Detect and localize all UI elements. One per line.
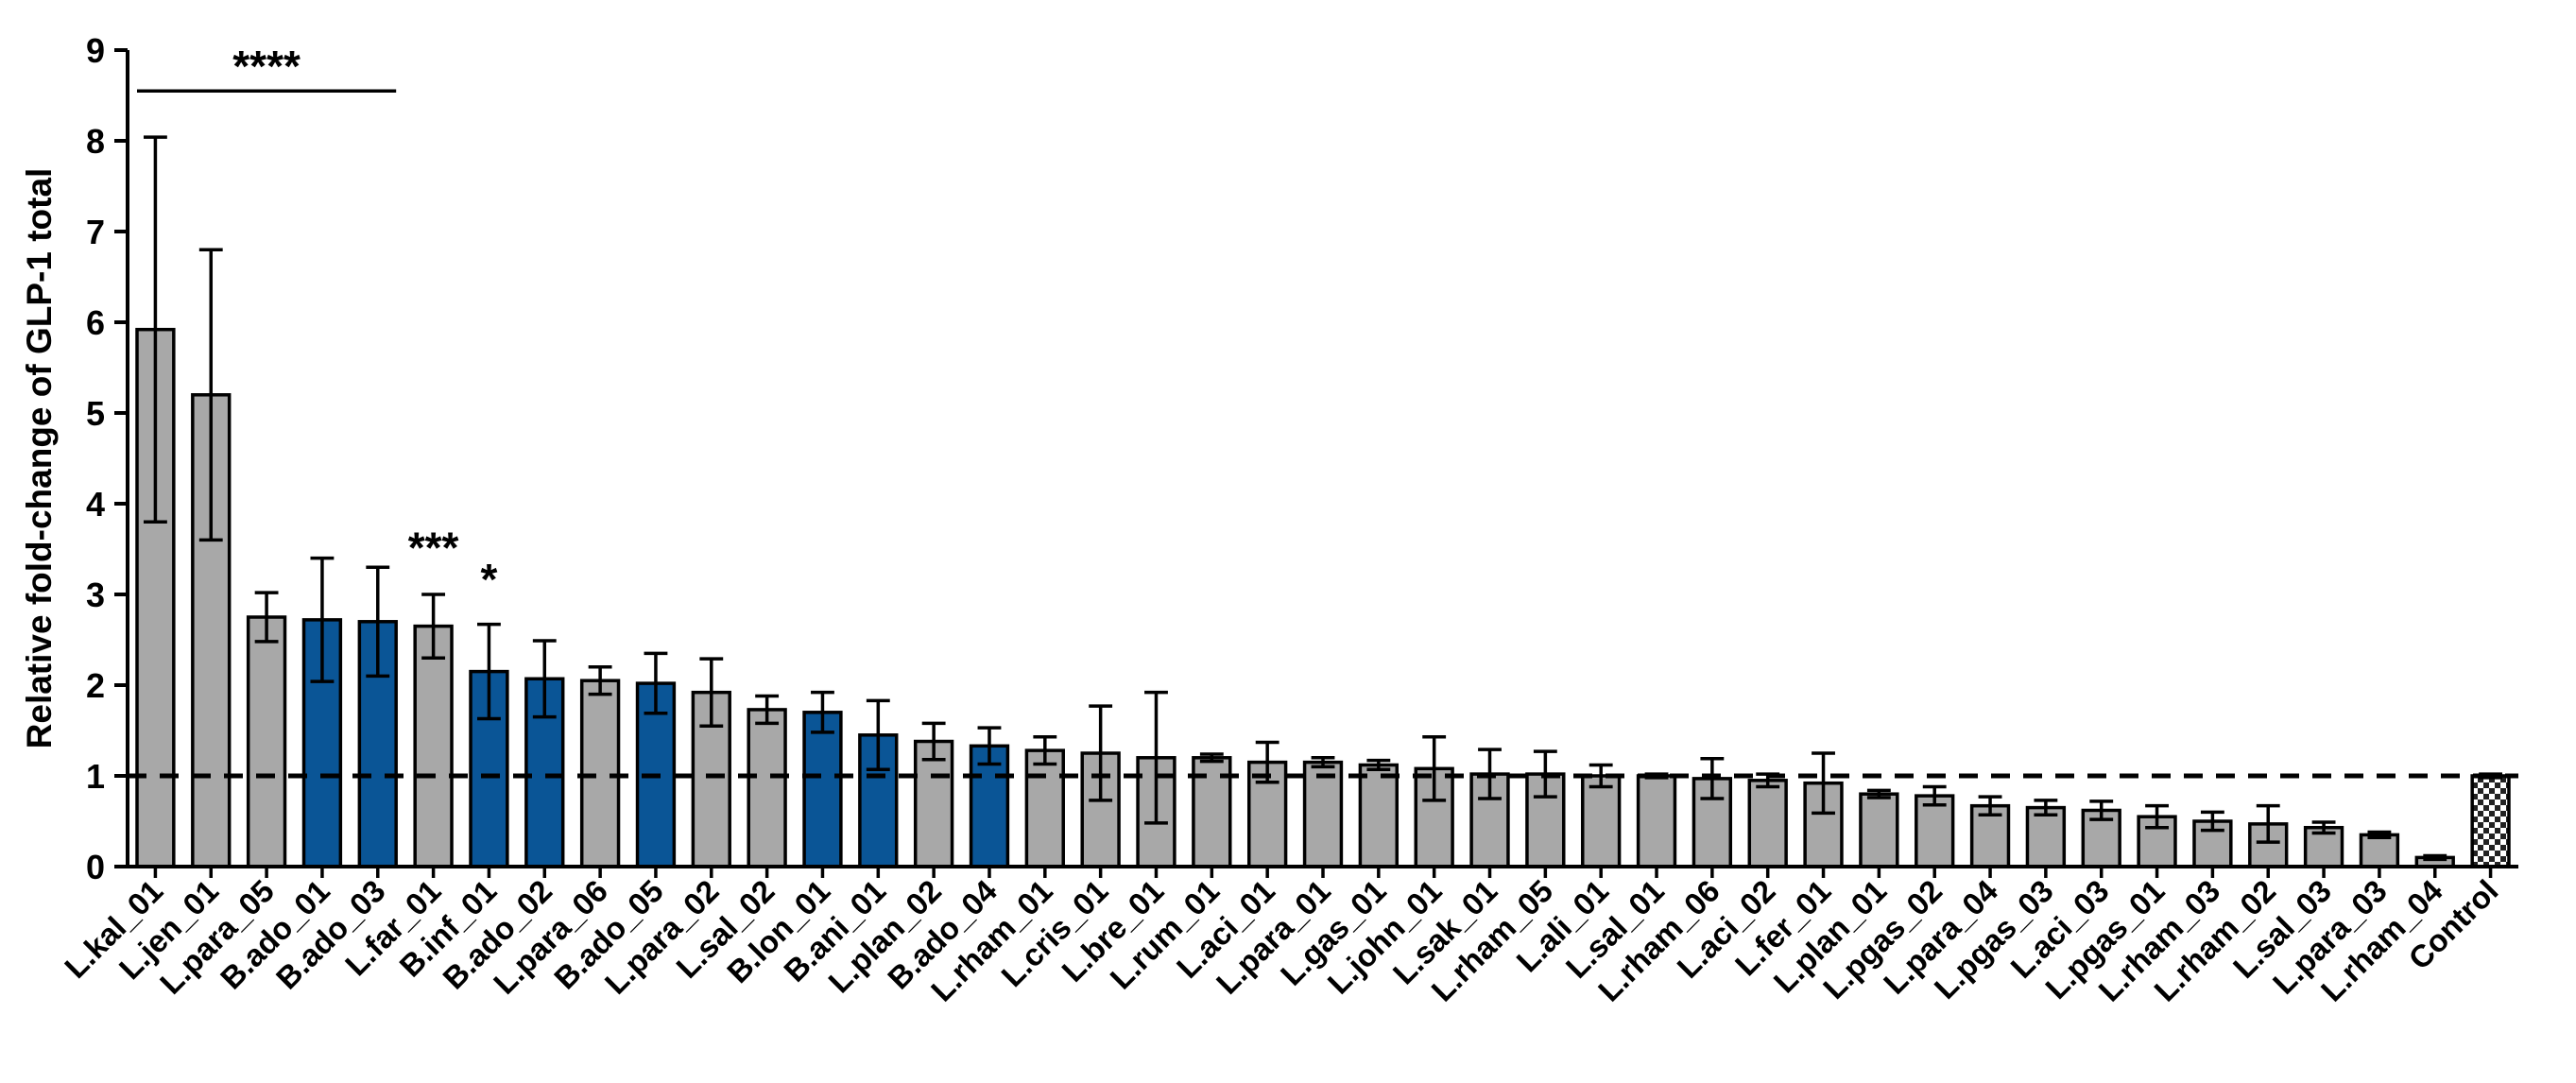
error-bar-L.pgas_02 bbox=[1922, 784, 1947, 807]
error-bar-L.rham_01 bbox=[1033, 734, 1057, 766]
bar-L.para_03 bbox=[2359, 833, 2400, 868]
y-axis-title: Relative fold-change of GLP-1 total bbox=[20, 168, 59, 749]
bar-L.ali_01 bbox=[1581, 774, 1622, 868]
y-tick-label-7: 7 bbox=[86, 213, 105, 251]
error-bar-L.pgas_01 bbox=[2145, 803, 2169, 830]
error-bar-L.rham_04 bbox=[2423, 853, 2447, 862]
bar-L.far_01 bbox=[413, 624, 454, 868]
bar-Control bbox=[2470, 774, 2511, 868]
error-bar-L.rham_03 bbox=[2200, 810, 2224, 833]
bar-L.aci_02 bbox=[1747, 779, 1788, 868]
y-ticks-group: 0 1 2 3 4 5 6 7 8 9 bbox=[86, 31, 128, 886]
error-bar-L.fer_01 bbox=[1812, 751, 1835, 816]
error-bars-group bbox=[143, 135, 2503, 862]
significance-label-bracket: **** bbox=[232, 42, 301, 91]
significance-label-L.far_01: *** bbox=[408, 523, 459, 572]
error-bar-L.para_03 bbox=[2367, 830, 2392, 840]
y-tick-label-6: 6 bbox=[86, 303, 105, 342]
bar-L.sal_01 bbox=[1636, 774, 1677, 868]
y-tick-label-5: 5 bbox=[86, 394, 105, 433]
bar-L.para_05 bbox=[246, 615, 287, 868]
error-bar-B.ado_01 bbox=[310, 556, 335, 683]
error-bar-B.ado_02 bbox=[532, 639, 557, 719]
bar-B.lon_01 bbox=[802, 711, 843, 868]
error-bar-L.far_01 bbox=[421, 593, 446, 660]
error-bar-B.ani_01 bbox=[866, 698, 890, 772]
error-bar-L.sal_02 bbox=[755, 694, 780, 726]
error-bar-L.pgas_03 bbox=[2034, 799, 2058, 817]
error-bar-L.para_01 bbox=[1311, 756, 1335, 769]
error-bar-B.inf_01 bbox=[477, 622, 501, 721]
bar-L.gas_01 bbox=[1358, 763, 1400, 868]
bar-L.plan_01 bbox=[1859, 792, 1899, 868]
significance-label-B.inf_01: * bbox=[480, 555, 497, 604]
error-bar-L.plan_01 bbox=[1866, 788, 1891, 799]
x-labels-group: L.kal_01L.jen_01L.para_05B.ado_01B.ado_0… bbox=[58, 867, 2505, 1008]
y-tick-label-2: 2 bbox=[86, 666, 105, 705]
error-bar-L.rham_06 bbox=[1700, 757, 1725, 800]
y-tick-label-1: 1 bbox=[86, 757, 105, 796]
bar-B.ado_01 bbox=[301, 618, 343, 868]
error-bar-L.rum_01 bbox=[1199, 752, 1224, 764]
bars-group bbox=[135, 327, 2511, 868]
error-bar-L.rham_02 bbox=[2256, 803, 2280, 844]
error-bar-L.para_05 bbox=[254, 591, 279, 644]
error-bar-B.lon_01 bbox=[811, 690, 834, 734]
error-bar-L.john_01 bbox=[1422, 734, 1447, 802]
error-bar-L.gas_01 bbox=[1366, 758, 1391, 772]
y-tick-label-0: 0 bbox=[86, 848, 105, 886]
error-bar-L.kal_01 bbox=[143, 135, 167, 524]
error-bar-L.jen_01 bbox=[198, 248, 223, 542]
bar-L.rham_01 bbox=[1024, 748, 1065, 868]
error-bar-L.ali_01 bbox=[1589, 763, 1613, 789]
error-bar-L.bre_01 bbox=[1144, 690, 1168, 825]
error-bar-B.ado_05 bbox=[644, 651, 668, 715]
y-tick-label-8: 8 bbox=[86, 122, 105, 161]
y-tick-label-9: 9 bbox=[86, 31, 105, 70]
error-bar-L.para_06 bbox=[588, 665, 612, 696]
error-bar-L.para_04 bbox=[1978, 795, 2002, 817]
error-bar-L.plan_02 bbox=[921, 721, 946, 762]
error-bar-B.ado_03 bbox=[366, 565, 390, 679]
error-bar-L.sal_03 bbox=[2311, 820, 2336, 835]
error-bar-L.cris_01 bbox=[1089, 704, 1113, 802]
error-bar-L.para_02 bbox=[699, 657, 724, 728]
error-bar-B.ado_04 bbox=[977, 726, 1002, 766]
y-tick-label-4: 4 bbox=[86, 485, 105, 524]
bar-L.sal_02 bbox=[747, 708, 787, 868]
annotations-group: ******** bbox=[137, 42, 497, 604]
error-bar-L.aci_03 bbox=[2089, 799, 2114, 821]
y-tick-label-3: 3 bbox=[86, 576, 105, 614]
